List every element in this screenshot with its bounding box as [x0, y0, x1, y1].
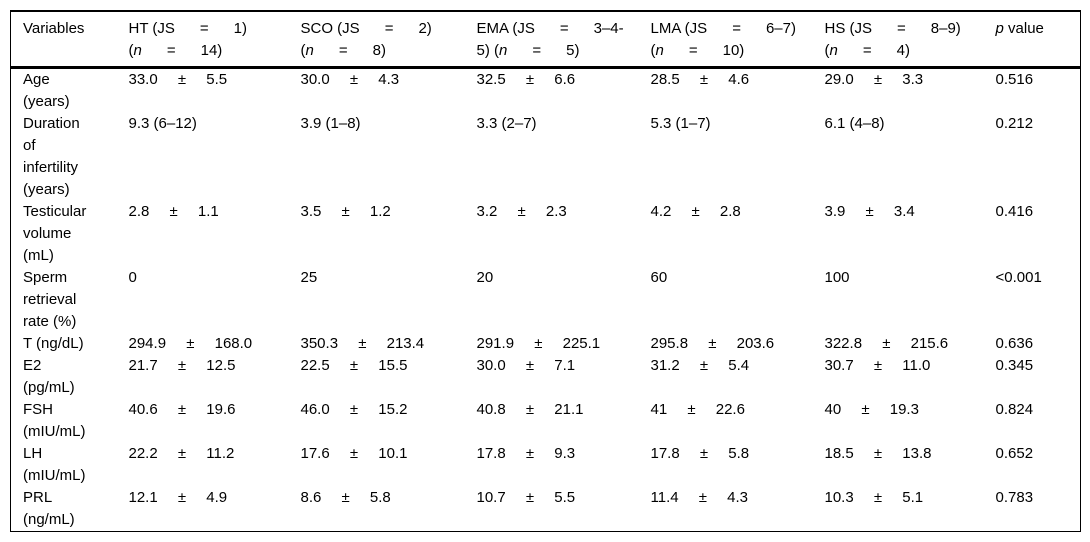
cell-sco: 3.5 ± 1.2 [300, 203, 391, 220]
cell-sco: 30.0 ± 4.3 [300, 71, 400, 88]
column-header-ht: HT (JS = 1) (n = 14) [128, 10, 301, 69]
cell-hs: 100 [824, 269, 850, 286]
cell-ema: 3.2 ± 2.3 [476, 203, 567, 220]
table-row-e2: E2 (pg/mL) 21.7 ± 12.5 22.5 ± 15.5 30.0 … [11, 355, 1081, 399]
column-header-p-value: p value [995, 10, 1081, 69]
cell-p-value: 0.824 [995, 401, 1034, 418]
cell-lma: 28.5 ± 4.6 [650, 71, 750, 88]
table-row-age: Age (years) 33.0 ± 5.5 30.0 ± 4.3 32.5 ±… [11, 68, 1081, 114]
cell-sco: 17.6 ± 10.1 [300, 445, 408, 462]
cell-hs: 6.1 (4–8) [824, 115, 885, 132]
cell-p-value: 0.652 [995, 445, 1034, 462]
header-line-1: LMA (JS = 6–7) [650, 20, 796, 37]
row-label: PRL (ng/mL) [23, 489, 75, 528]
header-line-2: (n = 4) [824, 42, 910, 59]
cell-ht: 22.2 ± 11.2 [128, 445, 235, 462]
column-header-lma: LMA (JS = 6–7) (n = 10) [650, 10, 825, 69]
cell-p-value: 0.636 [995, 335, 1034, 352]
cell-ema: 291.9 ± 225.1 [476, 335, 601, 352]
cell-lma: 31.2 ± 5.4 [650, 357, 750, 374]
cell-ema: 30.0 ± 7.1 [476, 357, 576, 374]
table-row-duration: Duration of infertility (years) 9.3 (6–1… [11, 113, 1081, 201]
cell-ema: 20 [476, 269, 494, 286]
table-row-prl: PRL (ng/mL) 12.1 ± 4.9 8.6 ± 5.8 10.7 ± … [11, 487, 1081, 532]
cell-ht: 12.1 ± 4.9 [128, 489, 228, 506]
column-header-hs: HS (JS = 8–9) (n = 4) [824, 10, 996, 69]
cell-p-value: 0.345 [995, 357, 1034, 374]
table-row-testicular-volume: Testicular volume (mL) 2.8 ± 1.1 3.5 ± 1… [11, 201, 1081, 267]
cell-hs: 40 ± 19.3 [824, 401, 919, 418]
cell-lma: 5.3 (1–7) [650, 115, 711, 132]
cell-hs: 30.7 ± 11.0 [824, 357, 931, 374]
cell-ht: 2.8 ± 1.1 [128, 203, 219, 220]
cell-lma: 17.8 ± 5.8 [650, 445, 750, 462]
header-line-1: EMA (JS = 3–4- [476, 20, 624, 37]
cell-ema: 17.8 ± 9.3 [476, 445, 576, 462]
column-header-ema: EMA (JS = 3–4- 5) (n = 5) [476, 10, 651, 69]
table-row-sperm-retrieval-rate: Sperm retrieval rate (%) 0 25 20 60 100 … [11, 267, 1081, 333]
cell-hs: 29.0 ± 3.3 [824, 71, 924, 88]
header-line-1: SCO (JS = 2) [300, 20, 432, 37]
cell-ht: 294.9 ± 168.0 [128, 335, 253, 352]
cell-p-value: <0.001 [995, 269, 1042, 286]
table-body: Age (years) 33.0 ± 5.5 30.0 ± 4.3 32.5 ±… [11, 68, 1081, 532]
cell-lma: 295.8 ± 203.6 [650, 335, 775, 352]
table-header: Variables HT (JS = 1) (n = 14) SCO (JS = 2) ( [10, 10, 1081, 69]
cell-ht: 9.3 (6–12) [128, 115, 197, 132]
table-row-fsh: FSH (mIU/mL) 40.6 ± 19.6 46.0 ± 15.2 40.… [11, 399, 1081, 443]
cell-ema: 3.3 (2–7) [476, 115, 537, 132]
cell-hs: 18.5 ± 13.8 [824, 445, 932, 462]
cell-lma: 60 [650, 269, 668, 286]
cell-p-value: 0.416 [995, 203, 1034, 220]
row-label: T (ng/dL) [23, 335, 84, 352]
cell-sco: 25 [300, 269, 318, 286]
table-row-lh: LH (mIU/mL) 22.2 ± 11.2 17.6 ± 10.1 17.8… [11, 443, 1081, 487]
column-header-sco: SCO (JS = 2) (n = 8) [300, 10, 477, 69]
header-line-2: (n = 8) [300, 42, 386, 59]
cell-p-value: 0.516 [995, 71, 1034, 88]
cell-sco: 8.6 ± 5.8 [300, 489, 391, 506]
row-label: LH (mIU/mL) [23, 445, 86, 484]
header-line-1: HT (JS = 1) [128, 20, 248, 37]
cell-p-value: 0.212 [995, 115, 1034, 132]
cell-ema: 40.8 ± 21.1 [476, 401, 584, 418]
cell-sco: 350.3 ± 213.4 [300, 335, 425, 352]
header-line-2: (n = 10) [650, 42, 745, 59]
cell-ht: 21.7 ± 12.5 [128, 357, 236, 374]
cell-sco: 22.5 ± 15.5 [300, 357, 408, 374]
row-label: Age (years) [23, 71, 70, 110]
cell-ht: 33.0 ± 5.5 [128, 71, 228, 88]
cell-lma: 41 ± 22.6 [650, 401, 745, 418]
header-line-2: 5) (n = 5) [476, 42, 580, 59]
column-header-variables: Variables [10, 10, 129, 69]
table-row-testosterone: T (ng/dL) 294.9 ± 168.0 350.3 ± 213.4 29… [11, 333, 1081, 355]
cell-sco: 46.0 ± 15.2 [300, 401, 408, 418]
cell-lma: 4.2 ± 2.8 [650, 203, 741, 220]
row-label: Sperm retrieval rate (%) [23, 269, 77, 330]
row-label: E2 (pg/mL) [23, 357, 75, 396]
cell-ema: 32.5 ± 6.6 [476, 71, 576, 88]
header-row: Variables HT (JS = 1) (n = 14) SCO (JS = 2) ( [10, 10, 1081, 69]
cell-ht: 40.6 ± 19.6 [128, 401, 236, 418]
cell-ht: 0 [128, 269, 137, 286]
row-label: Testicular volume (mL) [23, 203, 87, 264]
column-header-label: Variables [23, 20, 85, 37]
header-line-1: HS (JS = 8–9) [824, 20, 961, 37]
header-line-2: (n = 14) [128, 42, 223, 59]
row-label: Duration of infertility (years) [23, 115, 80, 198]
cell-hs: 3.9 ± 3.4 [824, 203, 915, 220]
cell-ema: 10.7 ± 5.5 [476, 489, 576, 506]
row-label: FSH (mIU/mL) [23, 401, 86, 440]
cell-hs: 10.3 ± 5.1 [824, 489, 924, 506]
cell-p-value: 0.783 [995, 489, 1034, 506]
cell-sco: 3.9 (1–8) [300, 115, 361, 132]
clinical-characteristics-table: Variables HT (JS = 1) (n = 14) SCO (JS = 2) ( [10, 10, 1081, 532]
cell-hs: 322.8 ± 215.6 [824, 335, 949, 352]
cell-lma: 11.4 ± 4.3 [650, 489, 749, 506]
